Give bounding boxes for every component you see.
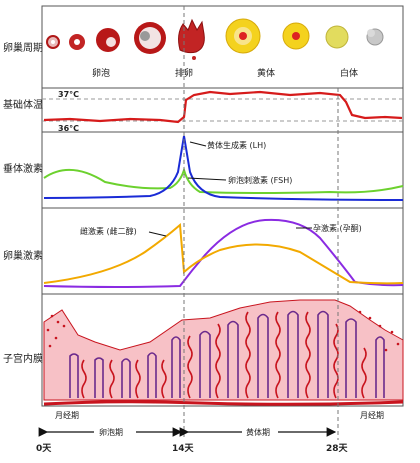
day-label-0: 0天 xyxy=(36,443,52,454)
estrogen-label: 雌激素 (雌二醇) xyxy=(80,226,137,236)
basal-blood-vessel xyxy=(43,400,404,406)
corpus-albicans xyxy=(366,28,384,46)
phase-label-menses-end: 月经期 xyxy=(360,410,384,420)
corpus-luteum-early xyxy=(225,18,261,54)
follicle-stage-2 xyxy=(69,34,85,50)
row-label-ovarian-cycle: 卵巢周期 xyxy=(3,41,43,54)
phase-label-luteal: 黄体期 xyxy=(246,427,270,437)
phase-label-menses-start: 月经期 xyxy=(55,410,79,420)
corpus-luteum-mid xyxy=(282,22,310,50)
day-markers xyxy=(183,6,339,440)
uterine-glands xyxy=(69,310,385,398)
panel-frames xyxy=(41,5,404,407)
day-label-14: 14天 xyxy=(172,443,195,454)
follicle-stage-1 xyxy=(46,35,60,49)
estrogen-curve xyxy=(43,222,404,285)
lh-curve xyxy=(43,135,404,201)
stage-label-corpus-luteum: 黄体 xyxy=(257,67,275,79)
endometrium-tissue xyxy=(43,299,404,401)
row-label-ovarian-hormones: 卵巢激素 xyxy=(3,249,43,262)
follicle-stage-3 xyxy=(96,28,120,52)
temp-label-37: 37°C xyxy=(58,90,79,99)
fsh-pointer xyxy=(187,177,227,181)
row-label-basal-temperature: 基础体温 xyxy=(3,98,43,111)
basal-temperature-curve xyxy=(43,90,403,124)
lh-pointer xyxy=(189,141,207,147)
row-label-endometrium: 子宫内膜 xyxy=(3,352,43,365)
ovulation-follicle xyxy=(178,18,205,60)
endometrium-illustration xyxy=(43,299,404,406)
day-label-28: 28天 xyxy=(326,443,349,454)
estrogen-pointer xyxy=(148,231,167,237)
fsh-label: 卵泡刺激素 (FSH) xyxy=(228,175,292,185)
temp-label-36: 36°C xyxy=(58,124,79,133)
spiral-arteries xyxy=(81,311,367,399)
row-label-pituitary-hormones: 垂体激素 xyxy=(3,162,43,175)
stage-label-follicle: 卵泡 xyxy=(92,67,110,79)
progesterone-label: 孕激素 (孕酮) xyxy=(313,223,362,233)
follicle-stage-4 xyxy=(134,22,166,54)
fsh-curve xyxy=(43,166,404,194)
stage-label-corpus-albicans: 白体 xyxy=(340,67,358,79)
lh-label: 黄体生成素 (LH) xyxy=(207,140,266,150)
corpus-luteum-late xyxy=(325,25,349,49)
phase-label-follicular: 卵泡期 xyxy=(99,427,123,437)
menstrual-shedding-dots xyxy=(46,310,400,352)
